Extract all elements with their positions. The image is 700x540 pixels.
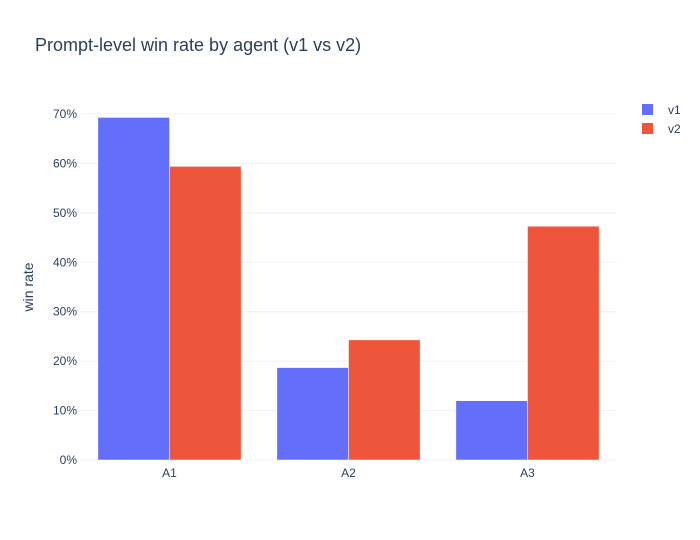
y-axis-title: win rate	[20, 262, 36, 312]
chart-title: Prompt-level win rate by agent (v1 vs v2…	[35, 35, 361, 55]
x-axis-ticks: A1 A2 A3	[162, 466, 535, 480]
y-tick-label: 50%	[53, 206, 77, 220]
y-tick-label: 60%	[53, 156, 77, 170]
x-tick-label: A2	[341, 466, 356, 480]
x-tick-label: A3	[520, 466, 535, 480]
y-tick-label: 70%	[53, 107, 77, 121]
x-tick-label: A1	[162, 466, 177, 480]
bar-v1-A2[interactable]	[276, 367, 349, 461]
bar-v1-A1[interactable]	[97, 117, 170, 461]
y-tick-label: 10%	[53, 404, 77, 418]
y-tick-label: 30%	[53, 305, 77, 319]
legend-label-v2[interactable]: v2	[668, 122, 681, 136]
y-axis-ticks: 0% 10% 20% 30% 40% 50% 60% 70%	[53, 107, 77, 467]
y-tick-label: 20%	[53, 354, 77, 368]
bar-v2-A3[interactable]	[527, 225, 600, 461]
legend-swatch-v1[interactable]	[642, 104, 653, 115]
y-tick-label: 40%	[53, 255, 77, 269]
bar-v2-A1[interactable]	[169, 166, 242, 461]
bar-v1-A3[interactable]	[455, 400, 528, 461]
legend-label-v1[interactable]: v1	[668, 103, 681, 117]
legend-swatch-v2[interactable]	[642, 123, 653, 134]
y-tick-label: 0%	[60, 453, 78, 467]
bars	[97, 117, 600, 461]
bar-v2-A2[interactable]	[348, 339, 421, 461]
